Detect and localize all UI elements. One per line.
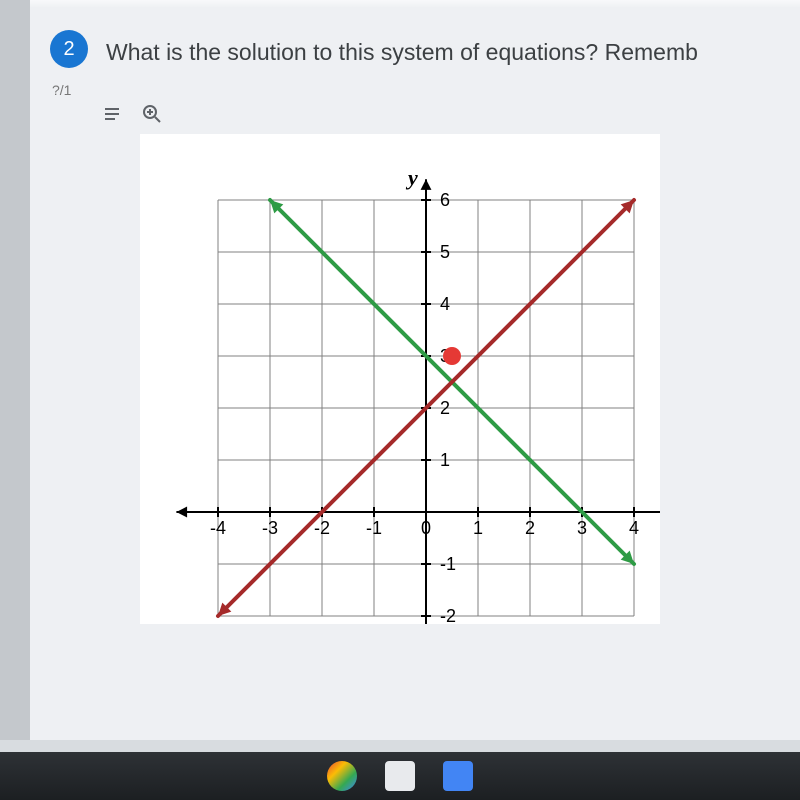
svg-text:3: 3 — [577, 518, 587, 538]
content-area: 2 What is the solution to this system of… — [30, 0, 800, 644]
svg-text:-1: -1 — [366, 518, 382, 538]
question-number-badge: 2 — [50, 30, 88, 68]
svg-text:-2: -2 — [314, 518, 330, 538]
question-toolbar — [102, 104, 780, 124]
svg-text:-1: -1 — [440, 554, 456, 574]
coordinate-graph: -4-3-2-101234-2-1123456yx — [140, 134, 660, 624]
zoom-icon[interactable] — [142, 104, 162, 124]
svg-text:4: 4 — [440, 294, 450, 314]
svg-text:6: 6 — [440, 190, 450, 210]
question-number: 2 — [63, 38, 74, 61]
svg-text:1: 1 — [473, 518, 483, 538]
taskbar-icon[interactable] — [327, 761, 357, 791]
svg-text:2: 2 — [440, 398, 450, 418]
svg-text:2: 2 — [525, 518, 535, 538]
svg-text:y: y — [405, 165, 418, 190]
blur-edge — [30, 0, 800, 8]
taskbar-icon[interactable] — [385, 761, 415, 791]
question-header: 2 What is the solution to this system of… — [50, 30, 780, 68]
taskbar — [0, 752, 800, 800]
svg-text:-2: -2 — [440, 606, 456, 624]
question-text: What is the solution to this system of e… — [106, 30, 698, 68]
points-label: ?/1 — [52, 82, 71, 98]
question-sub-info: ?/1 — [52, 82, 780, 98]
svg-text:0: 0 — [421, 518, 431, 538]
notes-icon[interactable] — [102, 104, 122, 124]
graph-container: -4-3-2-101234-2-1123456yx — [140, 134, 780, 624]
svg-text:-3: -3 — [262, 518, 278, 538]
svg-text:5: 5 — [440, 242, 450, 262]
svg-text:-4: -4 — [210, 518, 226, 538]
taskbar-icon[interactable] — [443, 761, 473, 791]
svg-text:1: 1 — [440, 450, 450, 470]
svg-text:4: 4 — [629, 518, 639, 538]
app-window: 2 What is the solution to this system of… — [0, 0, 800, 740]
